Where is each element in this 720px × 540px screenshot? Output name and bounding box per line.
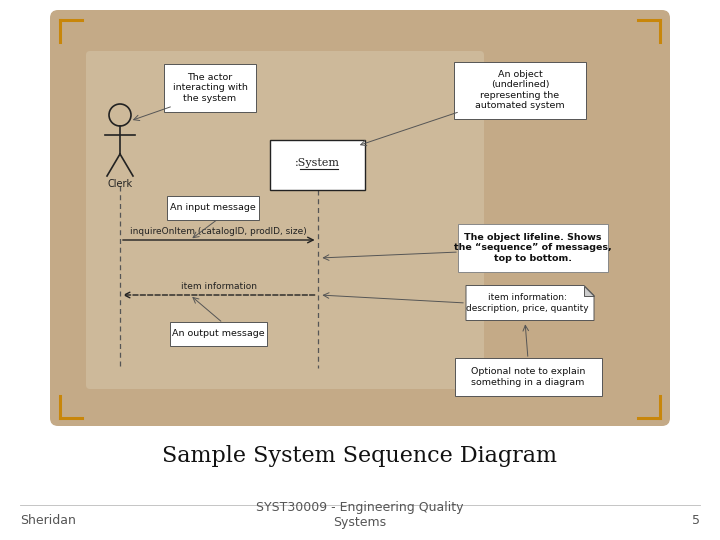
FancyBboxPatch shape [454,358,601,396]
Text: SYST30009 - Engineering Quality
Systems: SYST30009 - Engineering Quality Systems [256,501,464,529]
FancyBboxPatch shape [169,322,266,346]
Text: The actor
interacting with
the system: The actor interacting with the system [173,73,248,103]
FancyBboxPatch shape [86,51,484,389]
Text: Optional note to explain
something in a diagram: Optional note to explain something in a … [471,367,585,387]
Text: An object
(underlined)
representing the
automated system: An object (underlined) representing the … [475,70,564,110]
Text: The object lifeline. Shows
the “sequence” of messages,
top to bottom.: The object lifeline. Shows the “sequence… [454,233,612,263]
Text: :System: :System [295,158,340,168]
Text: 5: 5 [692,514,700,526]
FancyBboxPatch shape [50,10,670,426]
Polygon shape [584,286,594,295]
FancyBboxPatch shape [167,196,259,220]
Polygon shape [466,286,594,321]
Text: item information: item information [181,282,257,291]
Text: item information:
description, price, quantity: item information: description, price, qu… [466,293,588,313]
Text: Sample System Sequence Diagram: Sample System Sequence Diagram [163,445,557,467]
Text: Clerk: Clerk [107,179,132,189]
FancyBboxPatch shape [270,140,365,190]
Text: Sheridan: Sheridan [20,514,76,526]
Text: An output message: An output message [171,329,264,339]
Text: inquireOnItem (catalogID, prodID, size): inquireOnItem (catalogID, prodID, size) [130,227,307,236]
FancyBboxPatch shape [458,224,608,272]
Text: An input message: An input message [170,204,256,213]
FancyBboxPatch shape [454,62,586,118]
FancyBboxPatch shape [164,64,256,112]
